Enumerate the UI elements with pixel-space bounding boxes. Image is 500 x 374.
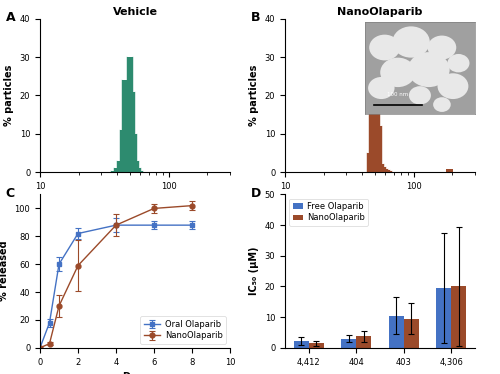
Text: A: A [6,11,16,24]
Bar [309,343,324,348]
Bar [404,319,419,348]
Legend: Oral Olaparib, NanoOlaparib: Oral Olaparib, NanoOlaparib [140,316,226,344]
Text: C: C [6,187,15,200]
Y-axis label: % released: % released [0,241,9,301]
Title: Vehicle: Vehicle [112,6,158,16]
Text: B: B [251,11,260,24]
Text: D: D [251,187,261,200]
Bar [451,286,466,348]
Bar [294,341,309,348]
Y-axis label: IC₅₀ (μM): IC₅₀ (μM) [249,247,259,295]
X-axis label: Hydrodynamic diameter (nm): Hydrodynamic diameter (nm) [299,196,461,206]
Bar [388,316,404,348]
Y-axis label: % particles: % particles [249,65,259,126]
Bar [356,336,372,348]
Bar [341,338,356,348]
Y-axis label: % particles: % particles [4,65,14,126]
X-axis label: Hydrodynamic diameter (nm): Hydrodynamic diameter (nm) [54,196,216,206]
Bar [436,288,451,348]
Legend: Free Olaparib, NanoOlaparib: Free Olaparib, NanoOlaparib [289,199,368,226]
X-axis label: Days: Days [122,372,148,374]
Title: NanoOlaparib: NanoOlaparib [338,6,422,16]
